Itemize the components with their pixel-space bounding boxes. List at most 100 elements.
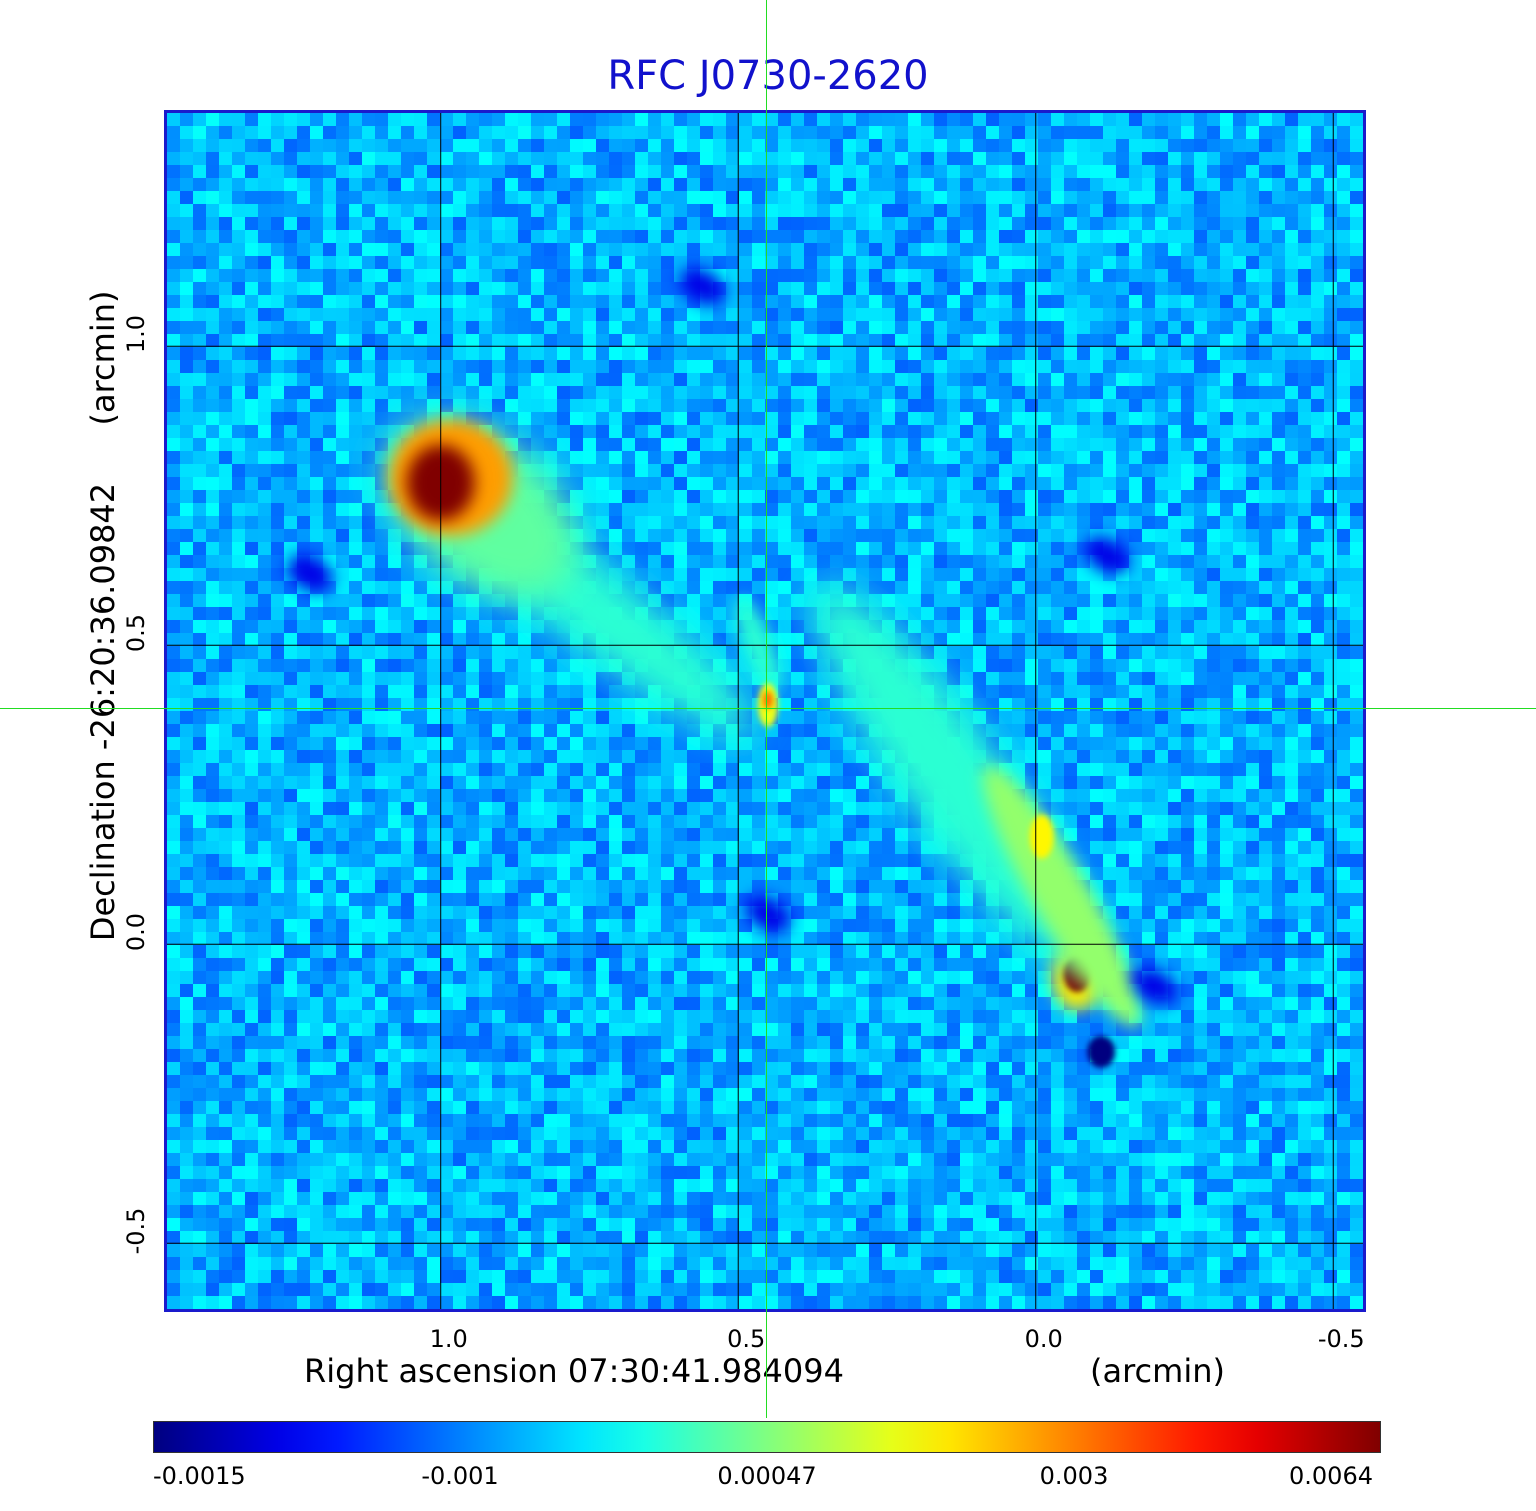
noise-pixel bbox=[635, 490, 649, 504]
noise-pixel bbox=[323, 425, 337, 439]
noise-pixel bbox=[1337, 360, 1351, 374]
noise-pixel bbox=[674, 230, 688, 244]
noise-pixel bbox=[492, 373, 506, 387]
noise-pixel bbox=[882, 503, 896, 517]
noise-pixel bbox=[739, 165, 753, 179]
noise-pixel bbox=[401, 256, 415, 270]
noise-pixel bbox=[791, 308, 805, 322]
noise-pixel bbox=[661, 776, 675, 790]
noise-pixel bbox=[245, 126, 259, 140]
noise-pixel bbox=[1012, 490, 1026, 504]
noise-pixel bbox=[817, 191, 831, 205]
noise-pixel bbox=[1259, 672, 1273, 686]
noise-pixel bbox=[700, 763, 714, 777]
noise-pixel bbox=[1090, 425, 1104, 439]
noise-pixel bbox=[518, 373, 532, 387]
noise-pixel bbox=[1090, 113, 1104, 127]
noise-pixel bbox=[570, 191, 584, 205]
noise-pixel bbox=[1051, 763, 1065, 777]
noise-pixel bbox=[1090, 334, 1104, 348]
noise-pixel bbox=[661, 802, 675, 816]
noise-pixel bbox=[817, 139, 831, 153]
noise-pixel bbox=[869, 178, 883, 192]
noise-pixel bbox=[1181, 581, 1195, 595]
noise-pixel bbox=[869, 243, 883, 257]
noise-pixel bbox=[934, 230, 948, 244]
noise-pixel bbox=[1324, 464, 1338, 478]
noise-pixel bbox=[1285, 542, 1299, 556]
noise-pixel bbox=[453, 360, 467, 374]
noise-pixel bbox=[1012, 178, 1026, 192]
noise-pixel bbox=[284, 165, 298, 179]
noise-pixel bbox=[1337, 529, 1351, 543]
noise-pixel bbox=[1012, 542, 1026, 556]
noise-pixel bbox=[1259, 139, 1273, 153]
noise-pixel bbox=[401, 776, 415, 790]
noise-pixel bbox=[1090, 776, 1104, 790]
noise-pixel bbox=[986, 204, 1000, 218]
intensity-map[interactable] bbox=[167, 113, 1363, 1309]
noise-pixel bbox=[1116, 672, 1130, 686]
noise-pixel bbox=[362, 711, 376, 725]
noise-pixel bbox=[557, 269, 571, 283]
noise-pixel bbox=[1272, 334, 1286, 348]
noise-pixel bbox=[1194, 295, 1208, 309]
noise-pixel bbox=[505, 165, 519, 179]
noise-pixel bbox=[219, 620, 233, 634]
noise-pixel bbox=[713, 763, 727, 777]
noise-pixel bbox=[232, 750, 246, 764]
noise-pixel bbox=[167, 113, 181, 127]
noise-pixel bbox=[570, 113, 584, 127]
noise-pixel bbox=[180, 139, 194, 153]
noise-pixel bbox=[310, 217, 324, 231]
noise-pixel bbox=[505, 178, 519, 192]
noise-pixel bbox=[1090, 386, 1104, 400]
noise-pixel bbox=[193, 230, 207, 244]
noise-pixel bbox=[1129, 386, 1143, 400]
noise-pixel bbox=[323, 178, 337, 192]
noise-pixel bbox=[1207, 477, 1221, 491]
noise-pixel bbox=[557, 360, 571, 374]
noise-pixel bbox=[947, 113, 961, 127]
noise-pixel bbox=[661, 399, 675, 413]
noise-pixel bbox=[843, 529, 857, 543]
noise-pixel bbox=[206, 503, 220, 517]
noise-pixel bbox=[349, 256, 363, 270]
noise-pixel bbox=[544, 737, 558, 751]
noise-pixel bbox=[596, 360, 610, 374]
noise-pixel bbox=[1116, 594, 1130, 608]
noise-pixel bbox=[661, 477, 675, 491]
noise-pixel bbox=[856, 399, 870, 413]
noise-pixel bbox=[375, 113, 389, 127]
noise-pixel bbox=[206, 763, 220, 777]
noise-pixel bbox=[1064, 243, 1078, 257]
noise-pixel bbox=[1207, 178, 1221, 192]
noise-pixel bbox=[1051, 139, 1065, 153]
noise-pixel bbox=[427, 386, 441, 400]
noise-pixel bbox=[1259, 659, 1273, 673]
noise-pixel bbox=[856, 282, 870, 296]
noise-pixel bbox=[778, 425, 792, 439]
noise-pixel bbox=[349, 620, 363, 634]
noise-pixel bbox=[193, 191, 207, 205]
noise-pixel bbox=[258, 256, 272, 270]
noise-pixel bbox=[453, 659, 467, 673]
noise-pixel bbox=[1129, 438, 1143, 452]
noise-pixel bbox=[479, 399, 493, 413]
noise-pixel bbox=[596, 711, 610, 725]
noise-pixel bbox=[635, 516, 649, 530]
noise-pixel bbox=[1142, 568, 1156, 582]
noise-pixel bbox=[1168, 672, 1182, 686]
noise-pixel bbox=[440, 256, 454, 270]
noise-pixel bbox=[310, 334, 324, 348]
noise-pixel bbox=[1272, 646, 1286, 660]
noise-pixel bbox=[713, 256, 727, 270]
noise-pixel bbox=[1207, 620, 1221, 634]
image-plot-frame[interactable] bbox=[164, 110, 1366, 1312]
noise-pixel bbox=[1155, 165, 1169, 179]
noise-pixel bbox=[167, 581, 181, 595]
noise-pixel bbox=[245, 633, 259, 647]
noise-pixel bbox=[1116, 230, 1130, 244]
noise-pixel bbox=[258, 763, 272, 777]
noise-pixel bbox=[648, 347, 662, 361]
